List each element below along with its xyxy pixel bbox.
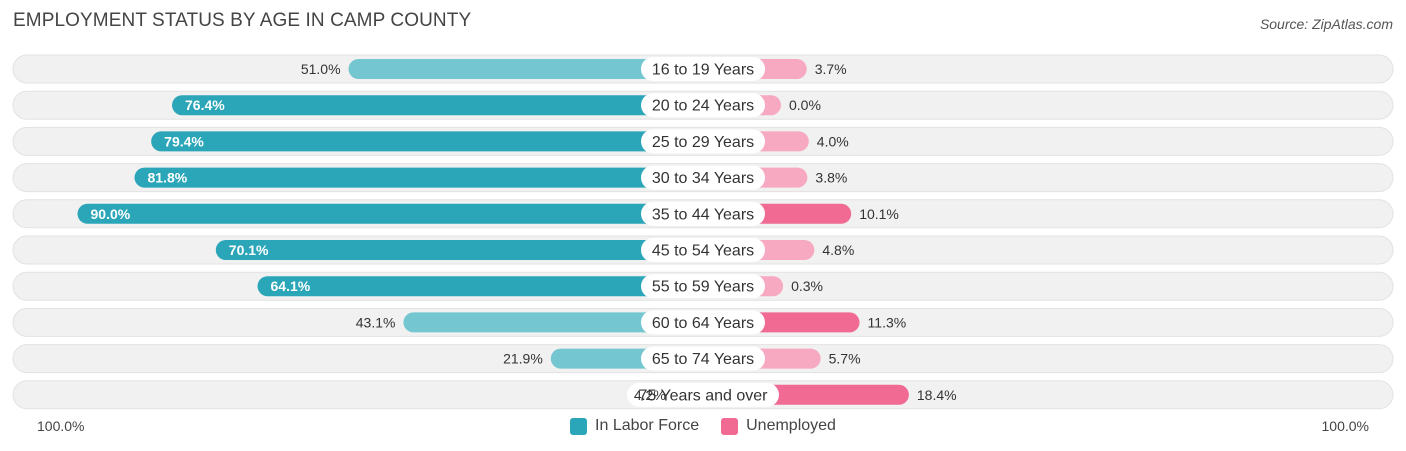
value-label-labor-force: 43.1% <box>356 314 396 330</box>
category-label: 35 to 44 Years <box>652 206 754 223</box>
value-label-unemployed: 0.0% <box>789 97 821 113</box>
value-label-labor-force: 90.0% <box>91 206 131 222</box>
value-label-unemployed: 4.0% <box>817 133 849 149</box>
value-label-unemployed: 3.8% <box>815 170 847 186</box>
category-label: 25 to 29 Years <box>652 134 754 151</box>
category-pill <box>641 93 765 118</box>
value-label-unemployed: 11.3% <box>868 314 907 330</box>
bar-labor-force <box>77 203 703 224</box>
legend-item-labor-force: In Labor Force <box>570 417 699 435</box>
category-pill <box>641 346 765 371</box>
bar-labor-force <box>134 167 704 188</box>
value-label-unemployed: 4.8% <box>822 242 854 258</box>
value-label-labor-force: 79.4% <box>164 133 204 149</box>
chart-title: EMPLOYMENT STATUS BY AGE IN CAMP COUNTY <box>13 10 472 31</box>
value-label-labor-force: 76.4% <box>185 97 225 113</box>
legend-item-unemployed: Unemployed <box>721 417 836 435</box>
category-label: 20 to 24 Years <box>652 98 754 115</box>
legend-swatch-labor-force <box>570 417 588 435</box>
value-label-labor-force: 81.8% <box>147 170 187 186</box>
category-label: 75 Years and over <box>639 387 769 404</box>
value-label-unemployed: 18.4% <box>917 387 957 403</box>
category-pill <box>641 310 765 335</box>
bar-labor-force <box>257 276 703 297</box>
category-pill <box>641 238 765 262</box>
category-label: 16 to 19 Years <box>652 62 754 79</box>
value-label-labor-force: 4.2% <box>634 387 666 403</box>
value-label-unemployed: 3.7% <box>815 61 847 77</box>
category-label: 30 to 34 Years <box>652 170 754 187</box>
category-pill <box>641 129 765 154</box>
category-pill <box>627 382 779 407</box>
bar-labor-force <box>403 312 703 333</box>
legend: In Labor Force Unemployed <box>0 417 1406 435</box>
category-label: 55 to 59 Years <box>652 279 754 296</box>
value-label-labor-force: 21.9% <box>503 351 543 367</box>
value-label-unemployed: 0.3% <box>791 278 823 294</box>
category-pill <box>641 201 765 226</box>
legend-label-labor-force: In Labor Force <box>595 417 700 434</box>
bar-labor-force <box>348 59 703 79</box>
axis-right-label: 100.0% <box>1321 418 1369 434</box>
legend-label-unemployed: Unemployed <box>746 417 836 434</box>
value-label-unemployed: 10.1% <box>859 206 899 222</box>
value-label-labor-force: 70.1% <box>229 242 269 258</box>
category-pill <box>641 165 765 190</box>
value-label-unemployed: 5.7% <box>829 351 861 367</box>
value-label-labor-force: 64.1% <box>271 278 311 294</box>
category-pill <box>641 57 765 81</box>
category-label: 65 to 74 Years <box>652 351 754 368</box>
source-label: Source: ZipAtlas.com <box>1259 16 1393 32</box>
category-label: 60 to 64 Years <box>652 315 754 332</box>
bar-labor-force <box>215 240 703 260</box>
category-pill <box>641 274 765 299</box>
bar-labor-force <box>172 95 703 116</box>
bar-labor-force <box>151 131 704 152</box>
legend-swatch-unemployed <box>721 417 739 435</box>
axis-left-label: 100.0% <box>37 418 85 434</box>
category-label: 45 to 54 Years <box>652 243 754 260</box>
value-label-labor-force: 51.0% <box>301 61 341 77</box>
